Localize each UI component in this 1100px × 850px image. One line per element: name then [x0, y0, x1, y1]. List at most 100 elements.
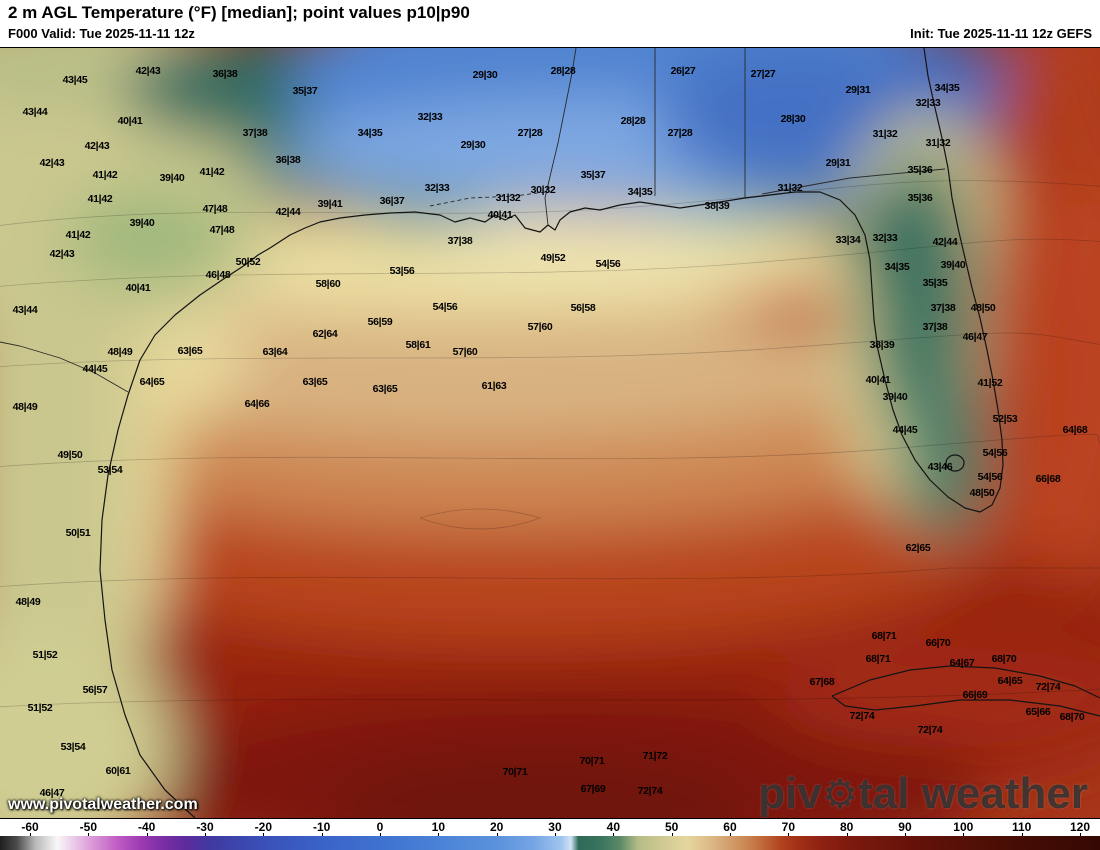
- point-value: 42|43: [135, 64, 161, 77]
- point-value: 39|40: [940, 258, 966, 271]
- point-value: 32|33: [915, 96, 941, 109]
- point-value: 45|46: [85, 799, 111, 812]
- point-value: 41|52: [977, 376, 1003, 389]
- point-value: 37|38: [922, 320, 948, 333]
- coastline: [99, 48, 1100, 818]
- point-value: 60|61: [105, 764, 131, 777]
- colorbar-tick-mark: [146, 833, 148, 837]
- point-value: 37|38: [930, 301, 956, 314]
- point-value: 49|50: [57, 448, 83, 461]
- point-value: 70|71: [502, 765, 528, 778]
- point-value: 64|68: [1062, 423, 1088, 436]
- point-value: 37|38: [447, 234, 473, 247]
- point-value: 72|74: [1035, 680, 1061, 693]
- point-value: 68|70: [1059, 710, 1085, 723]
- temperature-field-blobs: [0, 48, 1100, 818]
- point-value: 39|41: [317, 197, 343, 210]
- colorbar-tick-label: -50: [79, 820, 97, 834]
- colorbar-tick-label: -10: [312, 820, 331, 834]
- mississippi-river: [544, 48, 577, 226]
- colorbar-tick-mark: [321, 833, 323, 837]
- point-value: 35|36: [907, 163, 933, 176]
- point-value: 68|71: [871, 629, 897, 642]
- point-value: 46|48: [205, 268, 231, 281]
- point-value: 64|67: [949, 656, 975, 669]
- point-value: 54|56: [432, 300, 458, 313]
- logo-text-pre: piv: [758, 769, 822, 818]
- point-value: 67|69: [580, 782, 606, 795]
- colorbar-tick-label: 50: [664, 820, 679, 834]
- point-value: 42|44: [932, 235, 958, 248]
- point-value: 42|43: [49, 247, 75, 260]
- point-value: 40|41: [117, 114, 143, 127]
- point-value: 29|31: [845, 83, 871, 96]
- point-value: 48|49: [107, 345, 133, 358]
- init-time: Init: Tue 2025-11-11 12z GEFS: [910, 26, 1092, 41]
- point-value: 32|33: [417, 110, 443, 123]
- point-value: 63|65: [302, 375, 328, 388]
- point-value: 71|72: [642, 749, 668, 762]
- colorbar-tick-label: 100: [953, 820, 974, 834]
- colorbar-tick-label: 120: [1069, 820, 1090, 834]
- colorbar-tick-label: 0: [376, 820, 384, 834]
- colorbar-tick-mark: [963, 833, 965, 837]
- point-value: 31|32: [495, 191, 521, 204]
- point-value: 43|46: [927, 460, 953, 473]
- point-value: 26|27: [670, 64, 696, 77]
- point-value: 30|32: [530, 183, 556, 196]
- colorbar-tick-mark: [1021, 833, 1023, 837]
- point-value: 51|52: [27, 701, 53, 714]
- point-value: 48|50: [969, 486, 995, 499]
- point-value: 35|37: [580, 168, 606, 181]
- point-value: 40|41: [865, 373, 891, 386]
- point-value: 35|37: [292, 84, 318, 97]
- point-value: 49|52: [540, 251, 566, 264]
- point-value: 40|41: [487, 208, 513, 221]
- point-value: 46|47: [962, 330, 988, 343]
- colorbar-tick-label: 90: [898, 820, 912, 834]
- colorbar-tick-label: 70: [781, 820, 796, 834]
- point-value: 70|71: [579, 754, 605, 767]
- point-value: 62|64: [312, 327, 338, 340]
- colorbar-tick-mark: [1079, 833, 1081, 837]
- point-value: 42|43: [84, 139, 110, 152]
- colorbar-tick-mark: [554, 833, 556, 837]
- point-value: 57|60: [527, 320, 553, 333]
- point-value: 41|42: [87, 192, 113, 205]
- point-value: 44|45: [892, 423, 918, 436]
- point-value: 50|52: [235, 255, 261, 268]
- cuba-south-coast: [831, 695, 1100, 717]
- colorbar-tick-label: 30: [548, 820, 562, 834]
- colorbar: -60 -50 -40 -30 -20 -10 0 10 20 30 40 50 60 70 80 90 100…: [0, 818, 1100, 850]
- point-value: 48|50: [970, 301, 996, 314]
- colorbar-tick-label: -60: [21, 820, 39, 834]
- point-value: 57|60: [452, 345, 478, 358]
- point-value: 56|58: [570, 301, 596, 314]
- point-value: 41|42: [92, 168, 118, 181]
- point-value: 39|40: [129, 216, 155, 229]
- watermark-url: www.pivotalweather.com: [8, 796, 198, 813]
- point-value: 41|42: [199, 165, 225, 178]
- colorbar-tick-label: -30: [196, 820, 214, 834]
- point-value: 31|32: [777, 181, 803, 194]
- point-value: 63|65: [177, 344, 203, 357]
- point-value: 54|56: [977, 470, 1003, 483]
- point-value: 35|36: [907, 191, 933, 204]
- colorbar-tick-mark: [88, 833, 90, 837]
- pivotal-weather-logo: piv⚙tal weather: [758, 772, 1088, 816]
- point-value: 52|53: [992, 412, 1018, 425]
- point-value: 50|51: [65, 526, 91, 539]
- rio-grande: [0, 341, 129, 393]
- point-value: 36|37: [379, 194, 405, 207]
- point-value: 66|69: [962, 688, 988, 701]
- point-value: 68|71: [865, 652, 891, 665]
- point-value: 28|30: [780, 112, 806, 125]
- point-value: 58|60: [315, 277, 341, 290]
- point-value: 43|44: [22, 105, 48, 118]
- colorbar-tick-label: 80: [839, 820, 854, 834]
- point-value: 29|30: [472, 68, 498, 81]
- point-value: 53|54: [97, 463, 123, 476]
- point-value: 35|35: [922, 276, 948, 289]
- point-value: 31|32: [872, 127, 898, 140]
